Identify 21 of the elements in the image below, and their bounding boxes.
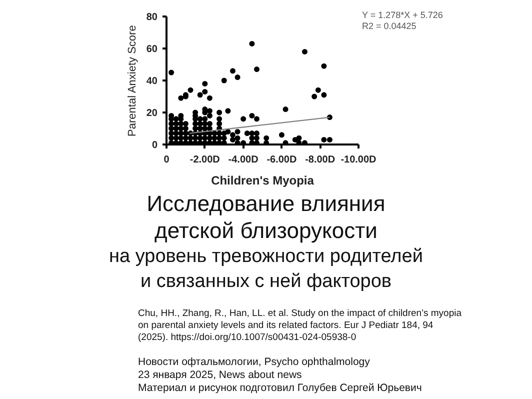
text: Исследование влияния детской близорукости [146,190,386,244]
y-tick-label: 40 [146,76,158,87]
x-tick-label: -4.00D [228,154,258,166]
text: на уровень тревожности родителей и связанных с ней факторов [108,245,424,294]
x-axis-title: Children's Myopia [211,174,314,188]
x-tick-label: -8.00D [305,154,336,166]
text: R2 = 0.04425 [362,20,416,33]
text: Y = 1.278*X + 5.726 [362,9,443,22]
text: 23 января 2025, News about news [138,369,302,381]
x-tick-label: -10.00D [340,154,376,166]
y-axis-title: Parental Anxiety Score [126,25,138,136]
y-tick-label: 20 [146,108,158,119]
x-tick-label: -6.00D [266,154,297,166]
y-tick-label: 60 [146,44,158,55]
text: Материал и рисунок подготовил Голубев Сергей Юрьевич [138,382,422,394]
x-tick-label: -2.00D [190,154,220,166]
x-tick-label: 0 [164,154,170,166]
text: Chu, HH., Zhang, R., Han, LL. et al. Study on the impact of children’s myopia on parental anxiety levels and its related factors. Eur J Pediatr 184, 94 (2025). https://doi.org/10.1007/s00431-024-05938-0 [138,308,462,344]
text: Новости офтальмологии, Psycho ophthalmology [138,356,370,368]
y-tick-label: 0 [152,140,158,151]
y-tick-label: 80 [146,12,158,23]
